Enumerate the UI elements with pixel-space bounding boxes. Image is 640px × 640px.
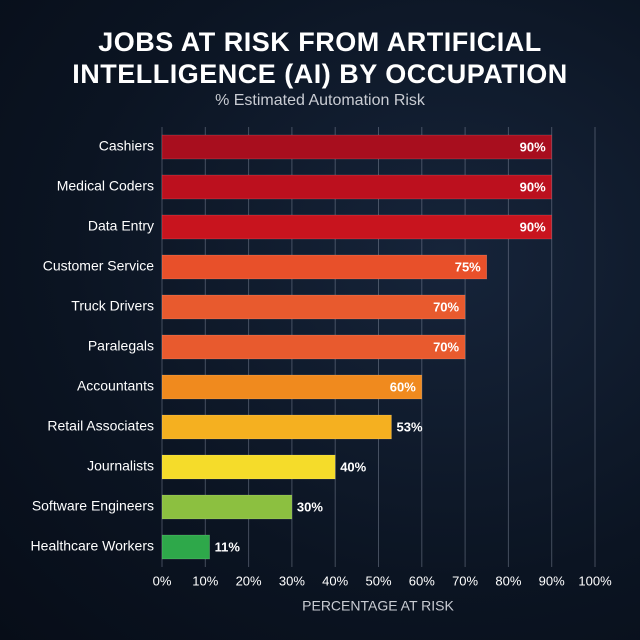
value-label: 11% (215, 539, 241, 554)
x-tick-label: 0% (153, 573, 172, 588)
bar (161, 334, 466, 360)
bar (161, 494, 293, 520)
x-tick-label: 30% (279, 573, 305, 588)
y-tick-label: Paralegals (88, 338, 154, 354)
x-tick-label: 90% (539, 573, 565, 588)
bar (161, 294, 466, 320)
bar (161, 214, 552, 240)
y-tick-label: Healthcare Workers (31, 538, 154, 554)
bar (161, 374, 423, 400)
chart-subtitle: % Estimated Automation Risk (215, 92, 425, 109)
y-tick-label: Retail Associates (47, 418, 154, 434)
chart-title: JOBS AT RISK FROM ARTIFICIAL INTELLIGENC… (72, 27, 568, 89)
value-label: 53% (396, 419, 422, 434)
x-tick-label: 80% (495, 573, 521, 588)
bar (161, 454, 336, 480)
y-tick-label: Cashiers (99, 138, 154, 154)
value-label: 70% (433, 339, 459, 354)
x-tick-label: 100% (578, 573, 612, 588)
y-tick-label: Accountants (77, 378, 154, 394)
bar (161, 414, 392, 440)
bar (161, 534, 210, 560)
bar (161, 254, 487, 280)
x-tick-label: 20% (236, 573, 262, 588)
x-tick-label: 40% (322, 573, 348, 588)
x-tick-label: 10% (192, 573, 218, 588)
value-label: 60% (390, 379, 416, 394)
x-tick-label: 60% (409, 573, 435, 588)
y-tick-label: Medical Coders (57, 178, 154, 194)
y-tick-label: Journalists (87, 458, 154, 474)
value-label: 30% (297, 499, 323, 514)
y-tick-label: Truck Drivers (71, 298, 154, 314)
x-tick-label: 50% (365, 573, 391, 588)
bar (161, 174, 552, 200)
value-label: 90% (520, 139, 546, 154)
bar (161, 134, 552, 160)
value-label: 70% (433, 299, 459, 314)
y-tick-label: Customer Service (43, 258, 154, 274)
x-axis-label: PERCENTAGE AT RISK (302, 598, 454, 614)
y-tick-label: Data Entry (88, 218, 154, 234)
value-label: 40% (340, 459, 366, 474)
value-label: 90% (520, 179, 546, 194)
y-tick-label: Software Engineers (32, 498, 154, 514)
value-label: 75% (455, 259, 481, 274)
value-label: 90% (520, 219, 546, 234)
x-tick-label: 70% (452, 573, 478, 588)
